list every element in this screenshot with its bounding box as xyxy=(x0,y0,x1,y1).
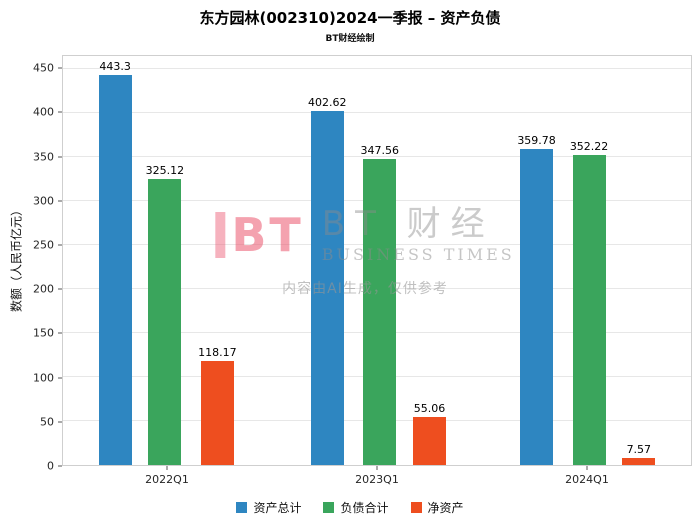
legend-label: 资产总计 xyxy=(253,501,302,515)
gridline xyxy=(63,156,691,158)
y-tick-mark xyxy=(58,288,62,290)
y-tick-label: 150 xyxy=(33,326,54,340)
y-tick-mark xyxy=(58,244,62,246)
legend-item: 资产总计 xyxy=(236,499,301,516)
bar-value-label: 55.06 xyxy=(413,401,446,415)
bar-value-label: 443.3 xyxy=(99,60,131,74)
y-tick-label: 300 xyxy=(33,194,54,208)
y-tick-mark xyxy=(58,421,62,423)
y-tick-mark xyxy=(58,156,62,158)
y-tick-mark xyxy=(58,67,62,69)
y-tick-label: 250 xyxy=(33,238,54,252)
bar-group: 402.62 347.56 55.06 xyxy=(272,56,481,465)
bar-column: 443.3 xyxy=(98,56,132,465)
y-axis-ticks: 0 50 100 150 200 250 300 350 400 450 xyxy=(28,55,62,473)
gridline xyxy=(63,112,691,114)
y-tick-label: 350 xyxy=(33,150,54,164)
legend-swatch xyxy=(410,502,422,513)
legend-label: 负债合计 xyxy=(340,501,389,515)
x-tick-mark xyxy=(166,466,168,470)
x-axis-labels: 2022Q1 2023Q1 2024Q1 xyxy=(62,473,692,486)
bar xyxy=(412,416,446,465)
x-tick-mark xyxy=(376,466,378,470)
bar-value-label: 352.22 xyxy=(569,140,609,154)
bar xyxy=(520,148,554,465)
bar-column: 118.17 xyxy=(198,56,237,465)
bar xyxy=(148,179,182,465)
y-tick-mark xyxy=(58,332,62,334)
bar-group: 443.3 325.12 118.17 xyxy=(63,56,272,465)
bar-column: 352.22 xyxy=(569,56,609,465)
bar-value-label: 325.12 xyxy=(145,164,185,178)
bar-value-label: 359.78 xyxy=(517,133,556,147)
y-tick-label: 450 xyxy=(33,61,54,75)
y-tick-label: 50 xyxy=(40,415,54,429)
bar-column: 55.06 xyxy=(412,56,446,465)
bar-column: 325.12 xyxy=(145,56,185,465)
x-tick-label: 2024Q1 xyxy=(565,473,609,486)
y-axis-label: 数额（人民币亿元） xyxy=(9,203,24,313)
bar-value-label: 402.62 xyxy=(307,95,347,109)
plot-area: 443.3 325.12 118.17 402.62 347.56 55.06 359.78… xyxy=(62,55,692,466)
bar xyxy=(572,155,606,465)
chart-title: 东方园林(002310)2024一季报 – 资产负债 xyxy=(199,9,501,27)
bar xyxy=(363,159,397,465)
bar-value-label: 7.57 xyxy=(626,443,652,457)
bar xyxy=(310,110,344,465)
y-tick-label: 100 xyxy=(33,371,54,385)
legend-swatch xyxy=(236,502,248,513)
x-tick-label: 2023Q1 xyxy=(355,473,399,486)
bar-column: 7.57 xyxy=(622,56,656,465)
y-tick-label: 0 xyxy=(47,459,54,473)
x-tick-mark xyxy=(586,466,588,470)
chart-subtitle: BT财经绘制 xyxy=(325,34,375,44)
legend: 资产总计 负债合计 净资产 xyxy=(0,499,700,516)
gridline xyxy=(63,68,691,70)
legend-label: 净资产 xyxy=(427,501,464,515)
x-tick-label: 2022Q1 xyxy=(145,473,189,486)
y-tick-mark xyxy=(58,111,62,113)
bar-groups: 443.3 325.12 118.17 402.62 347.56 55.06 359.78… xyxy=(63,56,691,465)
bar xyxy=(622,458,656,465)
x-axis-ticks xyxy=(62,466,692,471)
y-tick-mark xyxy=(58,200,62,202)
y-tick-mark xyxy=(58,377,62,379)
bar-column: 359.78 xyxy=(517,56,556,465)
bar xyxy=(200,361,234,465)
legend-item: 净资产 xyxy=(410,499,464,516)
bar-value-label: 347.56 xyxy=(360,144,399,158)
bar-group: 359.78 352.22 7.57 xyxy=(482,56,691,465)
y-tick-label: 400 xyxy=(33,105,54,119)
legend-swatch xyxy=(323,502,335,513)
y-tick-mark xyxy=(58,465,62,467)
bar-value-label: 118.17 xyxy=(198,346,237,360)
bar xyxy=(98,75,132,465)
y-tick-label: 200 xyxy=(33,282,54,296)
bar-column: 347.56 xyxy=(360,56,399,465)
bar-column: 402.62 xyxy=(307,56,347,465)
legend-item: 负债合计 xyxy=(323,499,389,516)
